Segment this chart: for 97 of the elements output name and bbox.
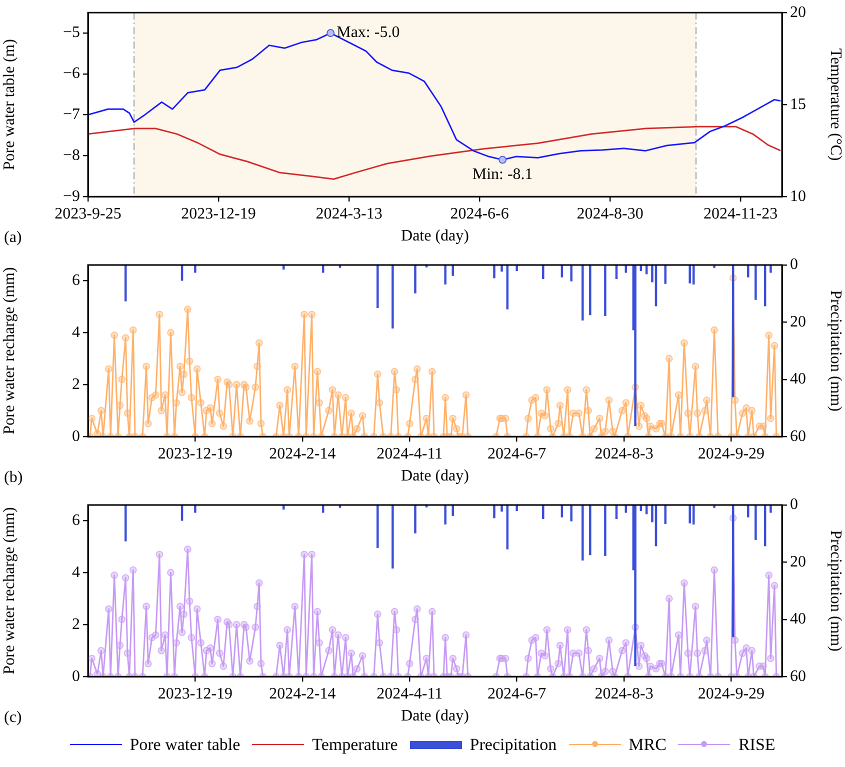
- y2-tick-label: 60: [790, 428, 806, 445]
- x-axis-title: Date (day): [401, 708, 469, 725]
- bar: [754, 265, 757, 300]
- annotation: Max: -5.0: [336, 24, 400, 42]
- y-tick-label: −9: [62, 188, 80, 205]
- bar: [770, 505, 772, 513]
- bar: [376, 265, 379, 308]
- y-axis-title: Pore water recharge (mm): [0, 267, 18, 434]
- x-tick-label: 2024-8-3: [594, 685, 654, 702]
- bar: [493, 505, 496, 518]
- x-tick-label: 2024-4-11: [376, 445, 443, 462]
- x-tick-label: 2024-11-23: [704, 205, 778, 222]
- annotation: Min: -8.1: [472, 166, 533, 184]
- y2-tick-label: 15: [790, 96, 806, 113]
- y-tick-label: 2: [72, 616, 80, 633]
- y-axis-title: Pore water table (m): [0, 39, 18, 170]
- bar: [542, 265, 544, 280]
- legend-label: MRC: [628, 735, 666, 755]
- bar: [542, 505, 544, 520]
- bar: [747, 265, 750, 278]
- bar: [582, 505, 584, 561]
- bar: [500, 265, 503, 272]
- bar: [589, 265, 592, 316]
- bar: [194, 505, 196, 513]
- legend-label: Pore water table: [130, 735, 240, 755]
- bar: [770, 265, 772, 273]
- bar: [444, 265, 446, 284]
- x-tick-label: 2024-3-13: [316, 205, 382, 222]
- x-tick-label: 2024-2-14: [269, 445, 336, 462]
- x-axis-title: Date (day): [401, 468, 469, 485]
- bar: [604, 505, 606, 556]
- y-axis-title: Pore water recharge (mm): [0, 507, 18, 674]
- text: (c): [4, 709, 22, 726]
- y-tick-label: 0: [72, 668, 80, 685]
- y-tick-label: 6: [72, 272, 80, 289]
- x-tick-label: 2024-4-11: [376, 685, 443, 702]
- y-tick-label: 4: [72, 324, 80, 341]
- bar: [747, 505, 750, 518]
- y2-tick-label: 20: [790, 553, 806, 570]
- y2-tick-label: 20: [790, 313, 806, 330]
- bar: [493, 265, 496, 278]
- x-tick-label: 2024-9-29: [698, 445, 765, 462]
- y-tick-label: −8: [62, 146, 80, 164]
- bar: [570, 265, 572, 282]
- y-tick-label: 2: [72, 376, 80, 393]
- bar: [392, 505, 394, 569]
- x-tick-label: 2023-9-25: [54, 205, 122, 222]
- bar: [589, 505, 592, 556]
- y2-axis-title: Precipitation (mm): [827, 290, 844, 412]
- legend-label: RISE: [738, 735, 776, 755]
- y-tick-label: −5: [62, 24, 80, 42]
- y-tick-label: 0: [72, 428, 80, 445]
- x-axis-title: Date (day): [401, 228, 469, 245]
- x-tick-label: 2024-6-7: [487, 445, 546, 462]
- x-tick-label: 2024-6-6: [450, 205, 509, 222]
- bar: [570, 505, 572, 522]
- y-tick-label: −7: [62, 106, 80, 124]
- x-tick-label: 2024-8-3: [594, 445, 654, 462]
- x-tick-label: 2024-6-7: [487, 685, 546, 702]
- y2-tick-label: 0: [790, 496, 798, 514]
- bar: [582, 265, 584, 321]
- bar: [604, 265, 606, 316]
- y2-tick-label: 20: [790, 4, 806, 21]
- y2-axis-title: Precipitation (mm): [827, 530, 844, 652]
- x-tick-label: 2024-2-14: [269, 685, 336, 702]
- y2-tick-label: 10: [790, 188, 806, 205]
- bar: [516, 265, 518, 272]
- y-tick-label: 6: [72, 512, 80, 529]
- bar: [414, 265, 416, 294]
- bar: [516, 505, 518, 512]
- x-tick-label: 2024-9-29: [698, 685, 765, 702]
- y-tick-label: −6: [62, 65, 80, 82]
- bar: [452, 505, 454, 516]
- bar: [376, 505, 379, 548]
- text: (b): [4, 469, 23, 486]
- x-tick-label: 2023-12-19: [158, 445, 233, 462]
- text: (a): [4, 229, 22, 246]
- y-tick-label: 4: [72, 564, 80, 581]
- bar: [688, 505, 691, 524]
- legend-label: Precipitation: [470, 735, 557, 755]
- y2-axis-title: Temperature (°C): [827, 48, 844, 161]
- bar: [392, 265, 394, 329]
- x-tick-label: 2023-12-19: [181, 205, 256, 222]
- bar: [452, 265, 454, 276]
- x-tick-label: 2023-12-19: [158, 685, 233, 702]
- bar: [500, 505, 503, 512]
- y2-tick-label: 40: [790, 610, 806, 628]
- y2-tick-label: 60: [790, 668, 806, 685]
- bar: [444, 505, 446, 524]
- bar: [414, 505, 416, 534]
- y2-tick-label: 0: [790, 256, 798, 274]
- x-tick-label: 2024-8-30: [576, 205, 644, 222]
- y2-tick-label: 40: [790, 370, 806, 388]
- bar: [194, 265, 196, 273]
- bar: [754, 505, 757, 540]
- bar: [688, 265, 691, 284]
- legend-label: Temperature: [312, 735, 398, 755]
